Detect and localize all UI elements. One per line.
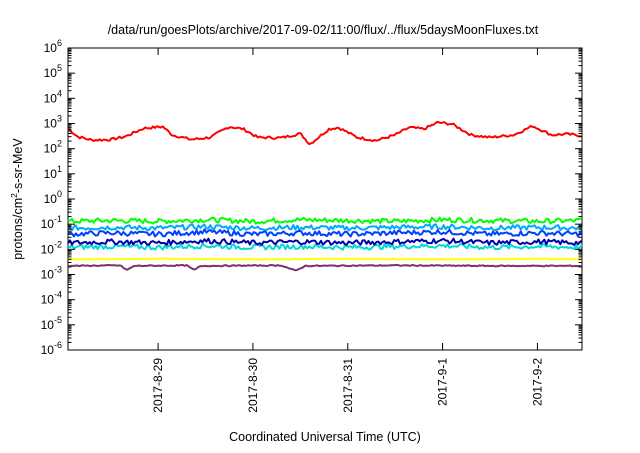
y-tick-label-exp: 2 bbox=[57, 139, 62, 149]
y-tick-label: 10-4 bbox=[41, 290, 62, 307]
y-axis: 10-610-510-410-310-210-11001011021031041… bbox=[41, 38, 582, 357]
y-tick-label-exp: -4 bbox=[54, 290, 62, 300]
series-line-5 bbox=[67, 242, 583, 251]
y-tick-label-base: 10 bbox=[41, 268, 55, 282]
y-tick-label: 10-5 bbox=[41, 315, 62, 332]
y-axis-label-base: protons/cm bbox=[11, 198, 25, 260]
y-tick-label: 103 bbox=[44, 114, 62, 131]
y-tick-label-base: 10 bbox=[41, 343, 55, 357]
series-line-8 bbox=[67, 263, 583, 272]
x-tick-label: 2017-9-2 bbox=[530, 358, 544, 406]
y-tick-label-exp: 0 bbox=[57, 189, 62, 199]
x-tick-label: 2017-8-29 bbox=[151, 358, 165, 413]
y-tick-label-base: 10 bbox=[41, 318, 55, 332]
y-axis-label-rest: -s-sr-MeV bbox=[11, 138, 25, 194]
y-tick-label: 10-2 bbox=[41, 239, 62, 256]
y-tick-label: 10-1 bbox=[41, 214, 62, 231]
y-tick-label: 10-6 bbox=[41, 340, 62, 357]
plot-frame bbox=[67, 47, 583, 351]
y-tick-label-exp: 4 bbox=[57, 88, 62, 98]
y-tick-label: 102 bbox=[44, 139, 62, 156]
y-tick-label-base: 10 bbox=[44, 66, 58, 80]
series-layer bbox=[67, 120, 583, 272]
y-tick-label-base: 10 bbox=[41, 293, 55, 307]
y-axis-label-sup: 2 bbox=[9, 193, 19, 198]
series-line-4 bbox=[67, 228, 583, 238]
y-axis-label: protons/cm2-s-sr-MeV bbox=[9, 138, 25, 260]
series-line-7 bbox=[67, 257, 583, 261]
series-line-3 bbox=[67, 223, 583, 232]
y-tick-label-base: 10 bbox=[44, 167, 58, 181]
y-tick-label-exp: -3 bbox=[54, 265, 62, 275]
y-tick-label: 100 bbox=[44, 189, 62, 206]
y-tick-label-exp: -1 bbox=[54, 214, 62, 224]
y-tick-label-base: 10 bbox=[44, 117, 58, 131]
x-axis-label: Coordinated Universal Time (UTC) bbox=[229, 430, 421, 444]
x-tick-label: 2017-8-31 bbox=[341, 358, 355, 413]
y-tick-label-base: 10 bbox=[41, 217, 55, 231]
x-tick-label: 2017-9-1 bbox=[436, 358, 450, 406]
y-tick-label-base: 10 bbox=[41, 242, 55, 256]
y-tick-label: 101 bbox=[44, 164, 62, 181]
y-tick-label-base: 10 bbox=[44, 142, 58, 156]
y-tick-label-base: 10 bbox=[44, 41, 58, 55]
x-tick-label: 2017-8-30 bbox=[246, 358, 260, 413]
y-tick-label-exp: -2 bbox=[54, 239, 62, 249]
y-tick-label: 104 bbox=[44, 88, 62, 105]
y-tick-label-exp: 3 bbox=[57, 114, 62, 124]
series-line-1 bbox=[67, 120, 583, 146]
y-tick-label-exp: 5 bbox=[57, 63, 62, 73]
series-line-2 bbox=[67, 216, 583, 225]
x-axis: 2017-8-29 2017-8-30 2017-8-31 2017-9-1 2017-… bbox=[151, 48, 544, 413]
series-line-6 bbox=[67, 237, 583, 246]
y-tick-label-exp: -5 bbox=[54, 315, 62, 325]
y-tick-label-exp: -6 bbox=[54, 340, 62, 350]
y-tick-label-exp: 1 bbox=[57, 164, 62, 174]
chart-title: /data/run/goesPlots/archive/2017-09-02/1… bbox=[108, 23, 539, 37]
y-tick-label-base: 10 bbox=[44, 192, 58, 206]
y-tick-label-exp: 6 bbox=[57, 38, 62, 48]
y-tick-label: 105 bbox=[44, 63, 62, 80]
y-tick-label: 106 bbox=[44, 38, 62, 55]
y-tick-label-base: 10 bbox=[44, 91, 58, 105]
y-tick-label: 10-3 bbox=[41, 265, 62, 282]
